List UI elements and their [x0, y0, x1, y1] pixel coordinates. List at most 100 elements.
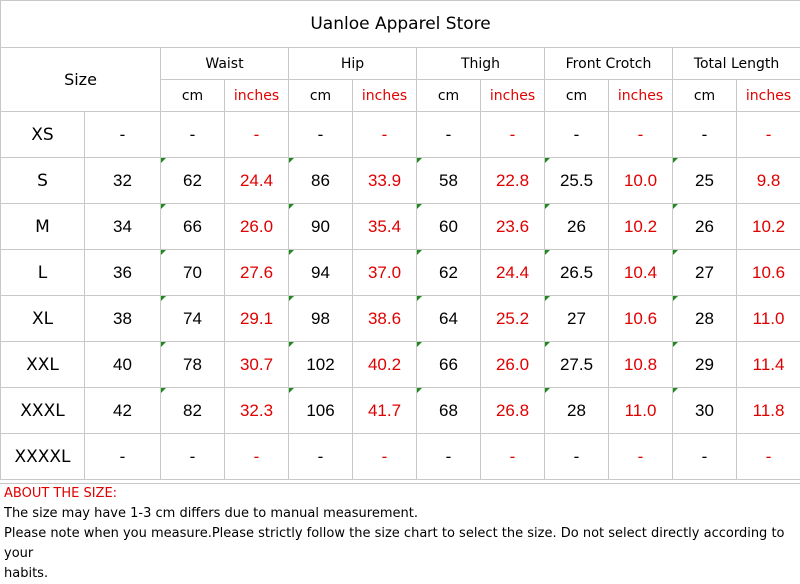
cm-value: 66	[161, 204, 225, 250]
table-row: XXXXL-----------	[1, 434, 800, 480]
cm-value: -	[161, 434, 225, 480]
cm-value: 25	[673, 158, 737, 204]
inches-value: 10.8	[609, 342, 673, 388]
size-name: L	[1, 250, 85, 296]
notes-line-2: Please note when you measure.Please stri…	[4, 524, 796, 564]
inches-value: 24.4	[481, 250, 545, 296]
unit-header-inches: inches	[353, 80, 417, 112]
inches-value: -	[609, 112, 673, 158]
cm-value: 58	[417, 158, 481, 204]
notes-line-1: The size may have 1-3 cm differs due to …	[4, 504, 796, 524]
store-title: Uanloe Apparel Store	[1, 1, 800, 48]
inches-value: -	[225, 112, 289, 158]
inches-value: -	[481, 434, 545, 480]
cm-value: 28	[673, 296, 737, 342]
size-name: S	[1, 158, 85, 204]
inches-value: 27.6	[225, 250, 289, 296]
inches-value: -	[737, 434, 800, 480]
cm-value: 62	[417, 250, 481, 296]
inches-value: 10.6	[609, 296, 673, 342]
group-header-waist: Waist	[161, 48, 289, 80]
cm-value: 27.5	[545, 342, 609, 388]
cm-value: 28	[545, 388, 609, 434]
cm-value: 30	[673, 388, 737, 434]
unit-header-cm: cm	[417, 80, 481, 112]
size-number: 42	[85, 388, 161, 434]
inches-value: 32.3	[225, 388, 289, 434]
size-header: Size	[1, 48, 161, 112]
cm-value: 78	[161, 342, 225, 388]
cm-value: 25.5	[545, 158, 609, 204]
cm-value: -	[673, 112, 737, 158]
inches-value: 11.8	[737, 388, 800, 434]
unit-header-cm: cm	[673, 80, 737, 112]
notes-line-3: habits.	[4, 564, 796, 584]
unit-header-inches: inches	[225, 80, 289, 112]
unit-header-cm: cm	[545, 80, 609, 112]
group-header-total-length: Total Length	[673, 48, 800, 80]
cm-value: -	[289, 434, 353, 480]
cm-value: -	[289, 112, 353, 158]
inches-value: 26.0	[225, 204, 289, 250]
cm-value: 27	[545, 296, 609, 342]
inches-value: 26.0	[481, 342, 545, 388]
cm-value: 90	[289, 204, 353, 250]
inches-value: 41.7	[353, 388, 417, 434]
cm-value: 62	[161, 158, 225, 204]
cm-value: 106	[289, 388, 353, 434]
inches-value: -	[737, 112, 800, 158]
cm-value: -	[545, 112, 609, 158]
size-number: 40	[85, 342, 161, 388]
inches-value: -	[481, 112, 545, 158]
cm-value: 66	[417, 342, 481, 388]
cm-value: 26.5	[545, 250, 609, 296]
size-name: M	[1, 204, 85, 250]
size-number: 34	[85, 204, 161, 250]
inches-value: 10.2	[737, 204, 800, 250]
cm-value: 60	[417, 204, 481, 250]
cm-value: 26	[545, 204, 609, 250]
inches-value: 10.2	[609, 204, 673, 250]
inches-value: 9.8	[737, 158, 800, 204]
size-name: XL	[1, 296, 85, 342]
unit-header-inches: inches	[481, 80, 545, 112]
unit-header-cm: cm	[289, 80, 353, 112]
inches-value: 30.7	[225, 342, 289, 388]
size-name: XS	[1, 112, 85, 158]
size-number: -	[85, 112, 161, 158]
cm-value: 29	[673, 342, 737, 388]
inches-value: 10.0	[609, 158, 673, 204]
unit-header-inches: inches	[737, 80, 800, 112]
size-name: XXXXL	[1, 434, 85, 480]
cm-value: 27	[673, 250, 737, 296]
size-number: 38	[85, 296, 161, 342]
size-number: 36	[85, 250, 161, 296]
cm-value: -	[417, 434, 481, 480]
inches-value: -	[609, 434, 673, 480]
cm-value: 68	[417, 388, 481, 434]
table-row: XS-----------	[1, 112, 800, 158]
size-number: 32	[85, 158, 161, 204]
cm-value: -	[545, 434, 609, 480]
cm-value: 26	[673, 204, 737, 250]
inches-value: 40.2	[353, 342, 417, 388]
cm-value: 64	[417, 296, 481, 342]
size-notes: ABOUT THE SIZE: The size may have 1-3 cm…	[0, 483, 800, 566]
inches-value: -	[353, 434, 417, 480]
inches-value: 23.6	[481, 204, 545, 250]
group-header-hip: Hip	[289, 48, 417, 80]
inches-value: 22.8	[481, 158, 545, 204]
cm-value: 98	[289, 296, 353, 342]
cm-value: -	[673, 434, 737, 480]
inches-value: 11.4	[737, 342, 800, 388]
size-name: XXL	[1, 342, 85, 388]
cm-value: 102	[289, 342, 353, 388]
size-number: -	[85, 434, 161, 480]
